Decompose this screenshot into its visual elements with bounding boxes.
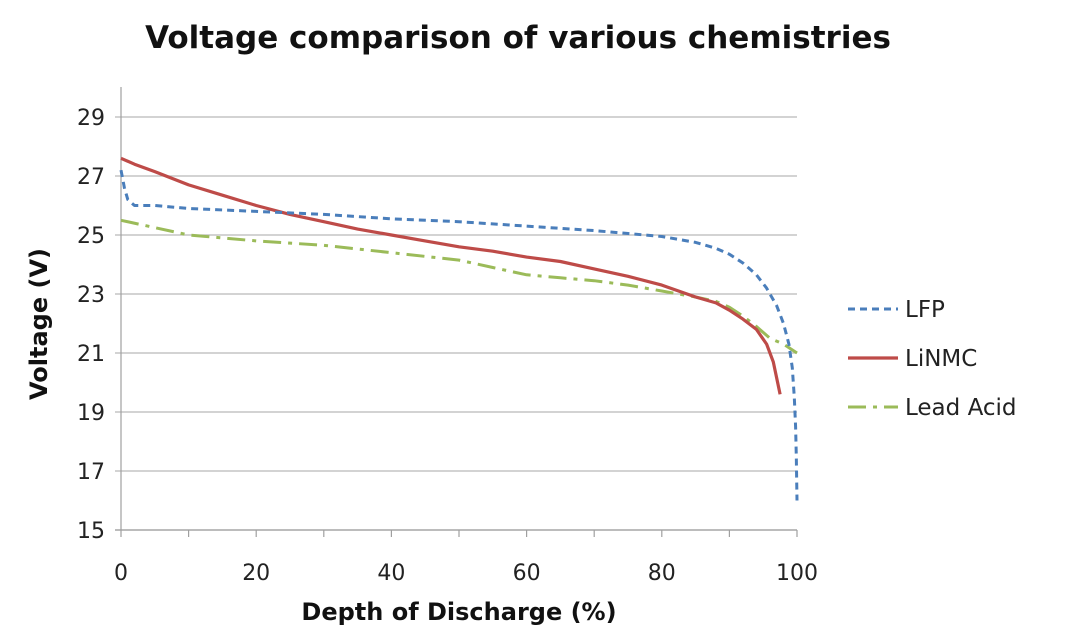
y-tick-label: 15 bbox=[77, 519, 105, 544]
legend: LFP LiNMC Lead Acid bbox=[848, 297, 1017, 421]
x-tick-label: 40 bbox=[377, 561, 405, 586]
x-tick-labels: 0 20 40 60 80 100 bbox=[114, 561, 818, 586]
y-axis-title: Voltage (V) bbox=[25, 248, 53, 400]
legend-label: Lead Acid bbox=[905, 395, 1017, 421]
y-tick-label: 21 bbox=[77, 342, 105, 367]
series-line-lead-acid bbox=[120, 218, 798, 355]
y-tick-labels: 15 17 19 21 23 25 27 29 bbox=[77, 106, 105, 544]
data-series bbox=[119, 156, 799, 501]
y-tick-label: 25 bbox=[77, 224, 105, 249]
x-tick-label: 0 bbox=[114, 561, 128, 586]
y-tick-label: 27 bbox=[77, 165, 105, 190]
x-tick-label: 60 bbox=[513, 561, 541, 586]
y-tick-label: 23 bbox=[77, 283, 105, 308]
series-line-lfp bbox=[119, 169, 799, 501]
x-tick-label: 100 bbox=[776, 561, 818, 586]
legend-label: LiNMC bbox=[905, 346, 977, 372]
x-tick-label: 80 bbox=[648, 561, 676, 586]
gridlines bbox=[115, 116, 797, 531]
x-tick-label: 20 bbox=[242, 561, 270, 586]
y-tick-label: 29 bbox=[77, 106, 105, 131]
x-axis-title: Depth of Discharge (%) bbox=[301, 598, 616, 626]
chart-title: Voltage comparison of various chemistrie… bbox=[145, 20, 891, 56]
series-line-linmc bbox=[120, 156, 782, 395]
y-tick-label: 17 bbox=[77, 460, 105, 485]
legend-label: LFP bbox=[905, 297, 945, 323]
axes bbox=[115, 87, 798, 537]
y-tick-label: 19 bbox=[77, 401, 105, 426]
